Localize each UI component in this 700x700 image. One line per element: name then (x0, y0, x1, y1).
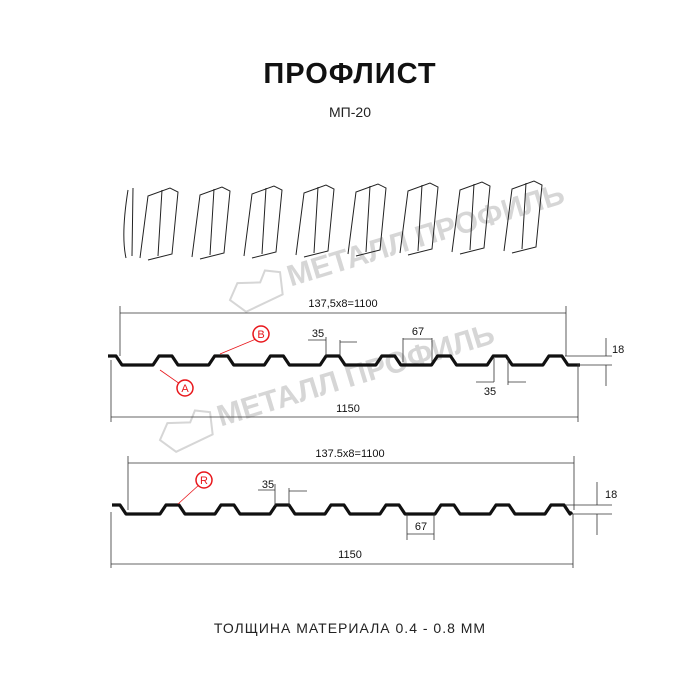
marker-r-label: R (200, 475, 208, 487)
marker-b-label: B (257, 329, 264, 341)
rib-top-dimension: 35 (262, 479, 274, 491)
rib-top-dimension: 35 (312, 328, 324, 340)
pitch-dimension: 137.5x8=1100 (315, 448, 384, 460)
page-title: ПРОФЛИСТ (263, 58, 437, 90)
sheet-3d-lines (123, 180, 543, 261)
rib-width-dimension: 67 (415, 521, 427, 533)
marker-b (252, 325, 270, 343)
page-subtitle: МП-20 (329, 104, 371, 120)
profile-bottom: R 137.5x8=1100 1150 35 67 18 (110, 448, 617, 568)
height-dimension: 18 (605, 489, 617, 501)
profile-bottom-outline (112, 503, 574, 516)
marker-r (195, 471, 213, 489)
profile-top: B A 137,5x8=1100 1150 35 67 35 18 (108, 298, 624, 422)
marker-a (176, 379, 194, 397)
height-dimension: 18 (612, 344, 624, 356)
rib-width-dimension: 67 (412, 326, 424, 338)
sheet-3d-illustration (123, 180, 543, 261)
marker-a-label: A (181, 383, 189, 395)
watermark-top: МЕТАЛЛ ПРОФИЛЬ (228, 178, 568, 313)
material-thickness: ТОЛЩИНА МАТЕРИАЛА 0.4 - 0.8 ММ (213, 620, 487, 636)
profile-top-outline (108, 354, 580, 367)
rib-bottom-dimension: 35 (484, 386, 496, 398)
watermark-middle: МЕТАЛЛ ПРОФИЛЬ (158, 318, 498, 453)
pitch-dimension: 137,5x8=1100 (308, 298, 377, 310)
width-dimension: 1150 (338, 549, 362, 561)
width-dimension: 1150 (336, 403, 360, 415)
